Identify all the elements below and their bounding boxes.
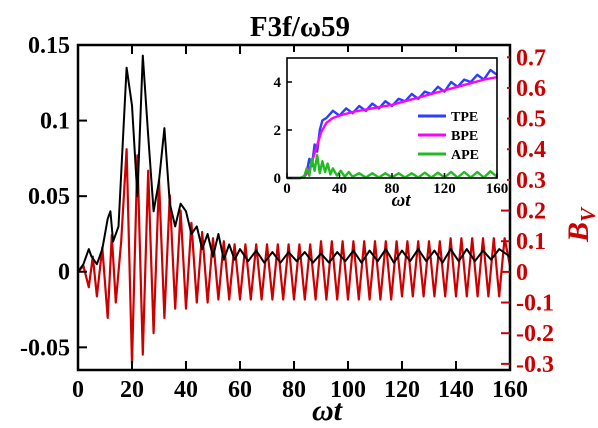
- legend-label-ape: APE: [451, 148, 479, 163]
- right-tick-label: -0.1: [516, 291, 554, 317]
- main-x-axis-label: ωt: [312, 394, 344, 427]
- legend-label-bpe: BPE: [451, 129, 478, 144]
- chart-title: F3f/ω59: [250, 11, 350, 43]
- x-tick-label: 100: [330, 377, 366, 403]
- left-tick-label: 0.05: [28, 184, 70, 210]
- inset-plot: 0 40 80 120 160 0 2 4 ωt TPE BPE APE: [257, 52, 508, 211]
- left-tick-label: 0.15: [28, 33, 70, 59]
- main-plot: 0 20 40 60 80 100 120 140 160 -0.0500.050.10.15 …: [20, 33, 598, 427]
- main-series-group: [77, 54, 512, 365]
- left-tick-label: 0.1: [40, 109, 70, 135]
- right-tick-label: 0.5: [516, 107, 546, 133]
- x-tick-label: 160: [492, 377, 528, 403]
- inset-x-tick-label: 160: [486, 181, 509, 197]
- left-tick-label: 0: [58, 260, 70, 286]
- right-tick-label: -0.2: [516, 321, 554, 347]
- x-tick-label: 120: [384, 377, 420, 403]
- x-tick-label: 140: [438, 377, 474, 403]
- x-tick-label: 40: [174, 377, 198, 403]
- right-tick-label: 0: [516, 260, 528, 286]
- right-tick-label: 0.7: [516, 45, 546, 71]
- right-tick-label: 0.3: [516, 168, 546, 194]
- inset-x-tick-label: 0: [283, 181, 291, 197]
- inset-x-axis-label: ωt: [391, 190, 411, 211]
- inset-background: [257, 52, 507, 206]
- series-line-left: [77, 54, 511, 273]
- right-tick-label: 0.1: [516, 229, 546, 255]
- inset-x-tick-label: 80: [385, 181, 400, 197]
- inset-x-tick-label: 120: [433, 181, 456, 197]
- inset-y-tick-label: 4: [274, 75, 282, 91]
- inset-x-tick-label: 40: [332, 181, 347, 197]
- left-tick-label: -0.05: [20, 335, 70, 361]
- x-tick-label: 0: [72, 377, 84, 403]
- series-line-right: [77, 148, 512, 365]
- right-tick-label: 0.6: [516, 76, 546, 102]
- inset-y-tick-label: 0: [274, 171, 282, 187]
- main-right-axis: -0.3 -0.2 -0.1 0 0.1 0.2 0.3 0.4 0.5 0.6 0.7: [501, 45, 554, 378]
- main-right-axis-label: BV: [562, 206, 598, 243]
- inset-y-tick-label: 2: [274, 123, 282, 139]
- main-left-axis: -0.05 0 0.05 0.1 0.15: [20, 33, 87, 361]
- right-tick-label: 0.2: [516, 199, 546, 225]
- inset-x-axis: 0 40 80 120 160: [283, 173, 508, 197]
- right-tick-label: 0.4: [516, 137, 546, 163]
- main-x-axis: 0 20 40 60 80 100 120 140 160: [72, 45, 528, 403]
- x-tick-label: 20: [120, 377, 144, 403]
- right-tick-label: -0.3: [516, 352, 554, 378]
- inset-y-axis: 0 2 4: [274, 75, 292, 187]
- x-tick-label: 80: [282, 377, 306, 403]
- x-tick-label: 60: [228, 377, 252, 403]
- inset-legend: TPE BPE APE: [418, 110, 479, 163]
- legend-label-tpe: TPE: [451, 110, 478, 125]
